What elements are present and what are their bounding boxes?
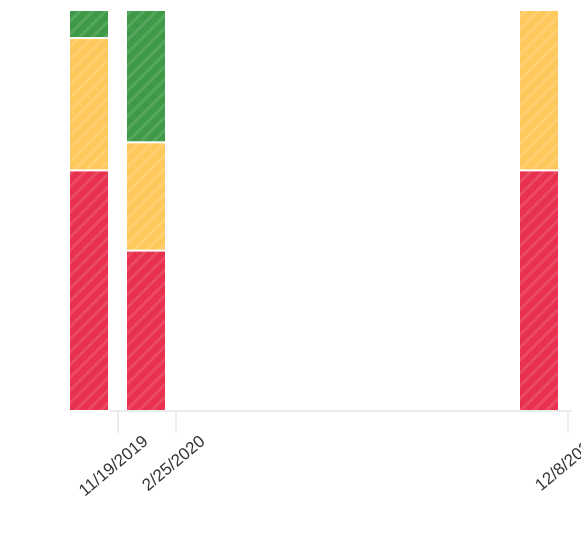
bars-layer bbox=[70, 11, 558, 410]
bar-segment-texture-1-1 bbox=[70, 171, 108, 410]
bar-segment-texture-2-1 bbox=[127, 251, 165, 410]
x-tick-label: 12/8/2020 bbox=[531, 432, 581, 495]
x-tick-label: 2/25/2020 bbox=[138, 432, 208, 495]
bar-segment-texture-3-2 bbox=[520, 11, 558, 170]
x-tick-label: 11/19/2019 bbox=[75, 432, 151, 500]
bar-segment-texture-3-1 bbox=[520, 171, 558, 410]
bar-segment-texture-1-3 bbox=[70, 11, 108, 38]
bar-segment-texture-2-2 bbox=[127, 143, 165, 250]
bar-segment-texture-2-3 bbox=[127, 11, 165, 142]
bar-segment-texture-1-2 bbox=[70, 39, 108, 170]
